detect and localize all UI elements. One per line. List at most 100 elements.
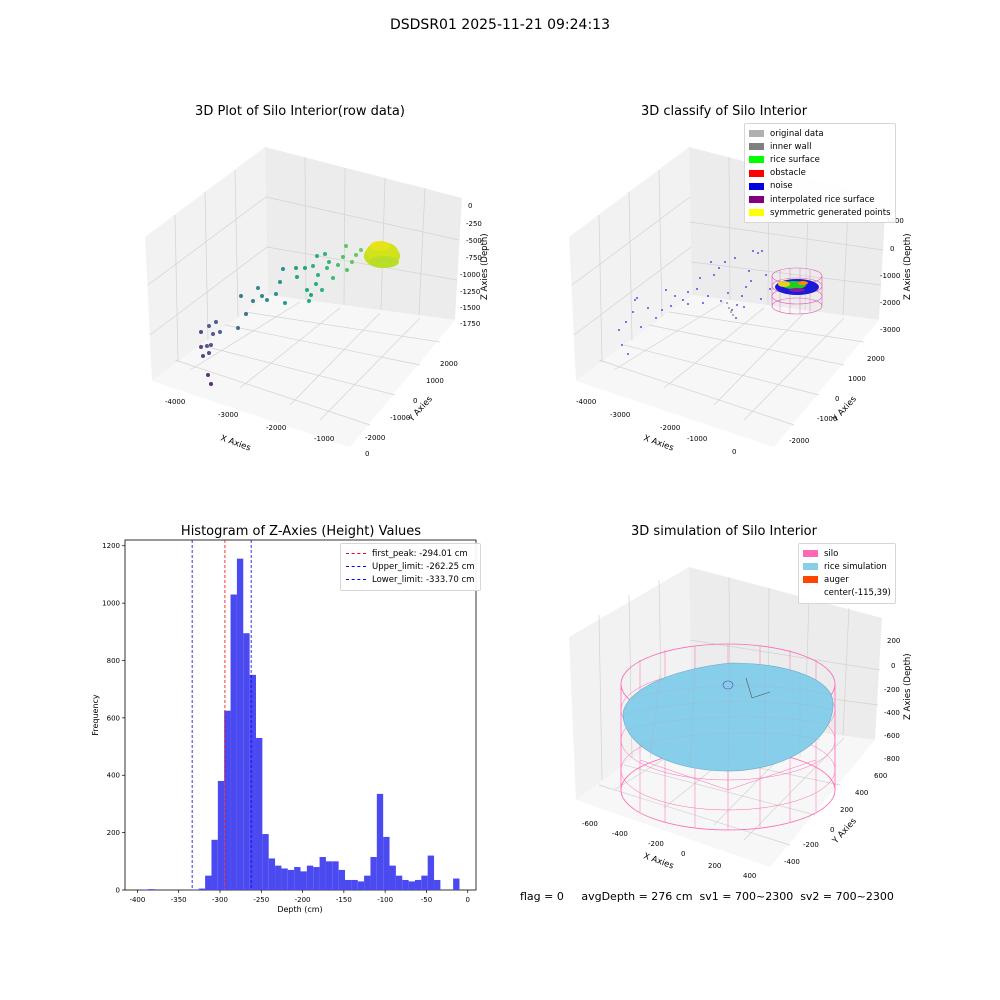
- histogram-bar: [453, 878, 460, 890]
- legend-line: [346, 579, 366, 581]
- legend-entry: center(-115,39): [803, 587, 891, 600]
- raw-xtick: -2000: [266, 424, 286, 432]
- histogram-bar: [287, 869, 295, 890]
- histogram-legend: first_peak: -294.01 cm Upper_limit: -262…: [340, 543, 481, 591]
- histogram-bar: [224, 710, 231, 890]
- legend-label: center(-115,39): [824, 588, 891, 599]
- rice-surface: [622, 662, 834, 772]
- raw-ytick: 1000: [426, 377, 444, 385]
- histogram-bar: [402, 879, 409, 890]
- legend-label: original data: [770, 128, 824, 139]
- legend-label: symmetric generated points: [770, 207, 891, 218]
- classify-plot-title: 3D classify of Silo Interior: [640, 104, 808, 119]
- legend-entry: symmetric generated points: [749, 206, 891, 219]
- histogram-bar: [345, 879, 352, 890]
- raw-3d-plot[interactable]: -4000 -3000 -2000 -1000 0 X Axies -2000 …: [0, 0, 500, 500]
- simulation-ytick: -400: [784, 858, 800, 866]
- auger: [722, 677, 771, 699]
- histogram-bar: [389, 865, 396, 890]
- histogram-ytick-label: 800: [107, 657, 120, 665]
- histogram-bar: [376, 793, 384, 890]
- histogram-bar: [325, 861, 333, 890]
- simulation-3d-plot[interactable]: -600 -400 -200 0 200 400 X Axies -400 -2…: [500, 500, 1000, 920]
- histogram-bar: [236, 558, 244, 890]
- raw-xtick: 0: [365, 450, 369, 458]
- legend-label: inner wall: [770, 141, 812, 152]
- histogram-bars: [141, 558, 460, 890]
- histogram-bar: [338, 869, 346, 890]
- figure-title: DSDSR01 2025-11-21 09:24:13: [389, 17, 610, 33]
- legend-swatch: [749, 209, 764, 217]
- histogram-ytick-label: 600: [107, 714, 120, 722]
- simulation-ztick: -400: [884, 709, 900, 717]
- histogram-bar: [434, 879, 441, 890]
- legend-entry: rice surface: [749, 153, 891, 166]
- histogram-bar: [414, 879, 422, 890]
- histogram-ylabel: Frequency: [91, 694, 100, 736]
- classify-xtick: -2000: [660, 424, 680, 432]
- legend-swatch: [749, 182, 764, 190]
- legend-swatch: [749, 143, 764, 151]
- histogram-bar: [313, 867, 320, 890]
- histogram-bar: [230, 594, 237, 890]
- raw-ytick: 0: [413, 397, 417, 405]
- simulation-xtick: -600: [582, 820, 598, 828]
- histogram-bar: [319, 857, 326, 890]
- histogram-chart[interactable]: -400 -350 -300 -250 -200 -150 -100 -50 0 0 200 400…: [0, 500, 500, 920]
- histogram-bar: [383, 836, 390, 890]
- simulation-xtick: 400: [743, 872, 756, 880]
- legend-label: first_peak: -294.01 cm: [372, 548, 468, 559]
- legend-entry: original data: [749, 127, 891, 140]
- classify-ztick: -1000: [880, 272, 900, 280]
- classify-xtick: -1000: [687, 435, 707, 443]
- histogram-xtick-label: -150: [336, 896, 352, 904]
- raw-ztick: -1750: [460, 320, 480, 328]
- simulation-legend: silo rice simulation auger center(-115,3…: [798, 543, 896, 604]
- simulation-ytick: 200: [840, 806, 853, 814]
- legend-swatch: [749, 169, 764, 177]
- histogram-bar: [294, 867, 301, 890]
- histogram-bar: [306, 865, 314, 890]
- raw-ytick: -1000: [390, 414, 410, 422]
- classify-ztick: -2000: [880, 299, 900, 307]
- legend-swatch: [803, 563, 818, 571]
- simulation-ytick: 0: [830, 826, 834, 834]
- simulation-ztick: -600: [884, 732, 900, 740]
- simulation-ylabel: Y Axies: [830, 816, 859, 847]
- legend-line: [346, 553, 366, 555]
- histogram-yticks: 0 200 400 600 800 1000 1200: [102, 542, 125, 895]
- histogram-bar: [332, 861, 339, 890]
- histogram-ytick-label: 1200: [102, 542, 120, 550]
- classify-cylinder: [771, 267, 823, 315]
- histogram-xlabel: Depth (cm): [277, 905, 322, 914]
- classify-ztick: -3000: [880, 326, 900, 334]
- raw-ztick: 0: [468, 202, 472, 210]
- legend-label: obstacle: [770, 168, 806, 179]
- legend-entry: noise: [749, 180, 891, 193]
- histogram-bar: [147, 889, 155, 890]
- histogram-bar: [281, 868, 288, 890]
- histogram-bar: [243, 633, 250, 890]
- histogram-xtick-label: -50: [421, 896, 432, 904]
- histogram-bar: [192, 889, 199, 890]
- classify-xtick: -4000: [576, 398, 596, 406]
- simulation-xtick: -200: [648, 840, 664, 848]
- legend-entry: Lower_limit: -333.70 cm: [346, 573, 475, 586]
- histogram-bar: [255, 737, 263, 890]
- histogram-xtick-label: -250: [253, 896, 269, 904]
- legend-swatch: [749, 196, 764, 204]
- raw-plot-title: 3D Plot of Silo Interior(row data): [195, 104, 405, 119]
- histogram-xticks: -400 -350 -300 -250 -200 -150 -100 -50 0: [129, 890, 470, 904]
- histogram-vlines: [191, 540, 252, 890]
- raw-xtick: -3000: [218, 411, 238, 419]
- legend-label: rice simulation: [824, 561, 887, 572]
- histogram-xtick-label: -100: [377, 896, 393, 904]
- raw-ztick: -1000: [460, 271, 480, 279]
- raw-points: [199, 244, 368, 386]
- simulation-ztick: 0: [891, 662, 895, 670]
- simulation-xtick: 200: [708, 862, 721, 870]
- legend-swatch: [803, 590, 818, 597]
- histogram-bar: [421, 875, 428, 890]
- classify-3d-plot[interactable]: -4000 -3000 -2000 -1000 0 X Axies -2000 …: [500, 0, 1000, 500]
- raw-ztick: -750: [466, 254, 482, 262]
